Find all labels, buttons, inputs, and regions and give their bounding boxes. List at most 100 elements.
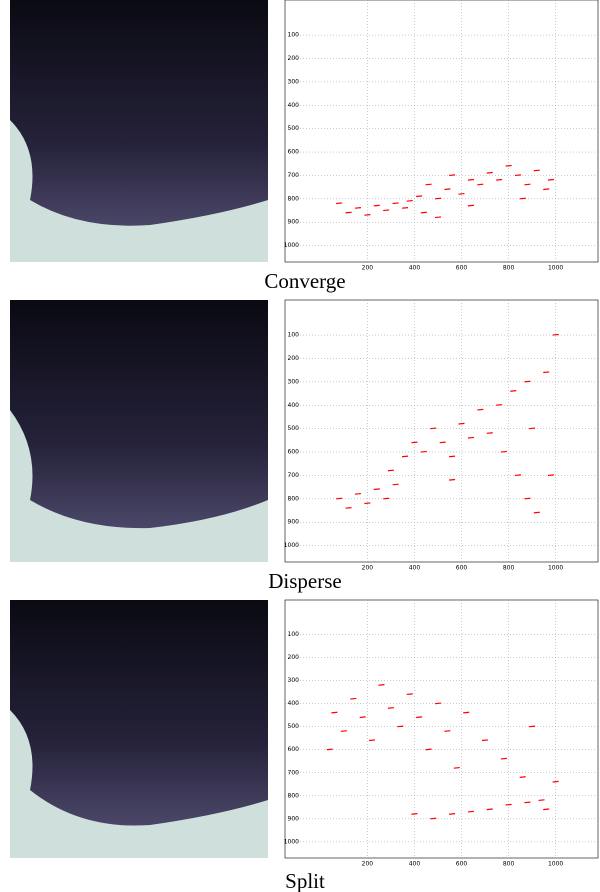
vector bbox=[359, 716, 366, 719]
y-tick-label: 400 bbox=[288, 700, 300, 707]
vector bbox=[434, 702, 442, 705]
vector bbox=[453, 766, 460, 769]
vector bbox=[524, 380, 531, 383]
y-tick-label: 400 bbox=[288, 102, 300, 109]
vector bbox=[519, 776, 526, 778]
vector bbox=[430, 817, 437, 820]
vector bbox=[449, 174, 456, 177]
x-tick-label: 200 bbox=[362, 265, 374, 272]
vector bbox=[369, 739, 376, 742]
plot-frame bbox=[284, 299, 599, 563]
vector bbox=[486, 808, 493, 811]
x-tick-label: 600 bbox=[456, 565, 468, 572]
vector bbox=[336, 497, 343, 500]
x-tick-label: 800 bbox=[503, 861, 515, 868]
vector bbox=[444, 188, 451, 191]
caption: Converge bbox=[264, 269, 345, 293]
vector bbox=[378, 684, 385, 686]
vector bbox=[416, 195, 423, 198]
vector bbox=[533, 169, 540, 172]
vector bbox=[449, 478, 456, 481]
vector bbox=[387, 707, 394, 709]
vector bbox=[477, 408, 484, 411]
vector bbox=[326, 748, 333, 751]
vector bbox=[505, 803, 512, 806]
y-tick-label: 900 bbox=[288, 219, 300, 226]
y-tick-label: 900 bbox=[288, 815, 300, 822]
vector bbox=[514, 174, 522, 177]
y-tick-label: 800 bbox=[288, 495, 300, 502]
vector bbox=[505, 164, 512, 167]
vector bbox=[529, 725, 536, 728]
caption: Split bbox=[285, 869, 325, 892]
x-tick-label: 1000 bbox=[548, 565, 563, 572]
vector bbox=[514, 474, 522, 477]
y-tick-label: 800 bbox=[288, 792, 300, 799]
vector bbox=[430, 427, 437, 430]
vector bbox=[434, 216, 442, 219]
vector bbox=[449, 455, 456, 458]
x-tick-label: 800 bbox=[503, 565, 515, 572]
vector bbox=[434, 197, 442, 200]
vector bbox=[477, 183, 484, 186]
x-tick-label: 800 bbox=[503, 265, 515, 272]
y-tick-label: 1000 bbox=[284, 542, 299, 549]
caption: Disperse bbox=[268, 569, 341, 593]
y-tick-label: 600 bbox=[288, 449, 300, 456]
vector bbox=[533, 511, 540, 514]
x-tick-label: 400 bbox=[409, 265, 421, 272]
vector bbox=[458, 422, 465, 425]
vector bbox=[538, 799, 545, 802]
y-tick-label: 200 bbox=[288, 355, 300, 362]
vector bbox=[340, 730, 347, 732]
vector bbox=[406, 693, 413, 696]
vector bbox=[392, 483, 399, 486]
vector bbox=[373, 204, 380, 207]
vector bbox=[543, 188, 550, 191]
vector bbox=[354, 492, 362, 495]
vector bbox=[467, 178, 474, 181]
photo-2 bbox=[10, 300, 268, 562]
y-tick-label: 600 bbox=[288, 149, 300, 156]
x-tick-label: 200 bbox=[362, 861, 374, 868]
vector bbox=[420, 450, 427, 453]
vector bbox=[458, 192, 465, 195]
vector bbox=[439, 441, 446, 444]
y-tick-label: 1000 bbox=[284, 242, 299, 249]
vector bbox=[387, 469, 394, 472]
y-tick-label: 100 bbox=[288, 32, 300, 39]
y-tick-label: 500 bbox=[288, 125, 300, 132]
x-tick-label: 600 bbox=[456, 265, 468, 272]
y-tick-label: 500 bbox=[288, 723, 300, 730]
vector bbox=[552, 780, 559, 783]
vector bbox=[486, 432, 493, 434]
x-tick-label: 600 bbox=[456, 861, 468, 868]
vector bbox=[500, 450, 507, 453]
vector bbox=[383, 497, 390, 500]
vector bbox=[383, 209, 390, 212]
y-tick-label: 1000 bbox=[284, 838, 299, 845]
vector bbox=[411, 441, 418, 444]
vector bbox=[524, 183, 531, 186]
vector bbox=[467, 436, 474, 439]
vector bbox=[486, 171, 493, 174]
x-tick-label: 400 bbox=[409, 565, 421, 572]
photo-1 bbox=[10, 0, 268, 262]
y-tick-label: 300 bbox=[288, 78, 300, 85]
y-tick-label: 700 bbox=[288, 472, 300, 479]
vector bbox=[336, 202, 343, 205]
vector bbox=[444, 730, 451, 732]
vector bbox=[496, 404, 503, 406]
vector bbox=[463, 711, 470, 714]
plot-frame bbox=[284, 0, 599, 263]
x-tick-label: 1000 bbox=[548, 861, 563, 868]
vector bbox=[420, 211, 427, 214]
y-tick-label: 300 bbox=[288, 378, 300, 385]
vector bbox=[547, 178, 554, 181]
vector bbox=[345, 211, 352, 214]
vector bbox=[524, 801, 531, 804]
y-tick-label: 800 bbox=[288, 195, 300, 202]
vector bbox=[496, 178, 503, 181]
vector bbox=[481, 739, 489, 742]
